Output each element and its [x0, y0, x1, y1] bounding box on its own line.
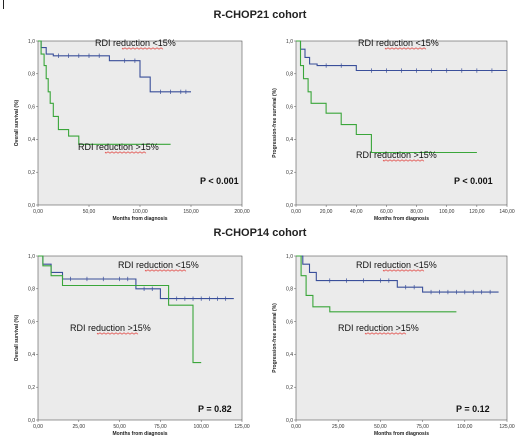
y-axis-label: Overall survival (%)	[14, 99, 20, 146]
y-tick-label: 0,2	[286, 170, 293, 176]
p-value: P = 0.82	[198, 404, 232, 414]
x-tick-label: 40,00	[350, 209, 363, 215]
spellcheck-underline	[364, 332, 407, 335]
x-tick-label: 140,00	[499, 209, 515, 215]
x-tick-label: 0,00	[33, 209, 43, 215]
x-tick-label: 100,00	[194, 424, 210, 430]
y-axis-label: Progression-free survival (%)	[272, 303, 278, 373]
x-tick-label: 100,00	[132, 209, 148, 215]
cohort-title-rchop21: R-CHOP21 cohort	[213, 9, 307, 21]
y-tick-label: 0,4	[286, 137, 293, 143]
x-tick-label: 200,00	[234, 209, 250, 215]
survival-curve-green	[38, 40, 171, 145]
survival-curve-blue	[296, 255, 499, 293]
annotation-rdi-low: RDI reduction <15%	[358, 38, 439, 48]
y-tick-label: 1,0	[28, 39, 35, 45]
y-tick-label: 0,0	[286, 418, 293, 424]
x-tick-label: 125,00	[234, 424, 250, 430]
y-tick-label: 0,4	[28, 352, 35, 358]
y-tick-label: 0,8	[286, 287, 293, 293]
y-tick-label: 0,6	[286, 319, 293, 325]
y-tick-label: 0,6	[28, 104, 35, 110]
y-tick-label: 0,0	[286, 203, 293, 209]
x-tick-label: 20,00	[320, 209, 333, 215]
y-tick-label: 0,2	[28, 385, 35, 391]
survival-curve-blue	[38, 40, 191, 93]
annotation-rdi-low: RDI reduction <15%	[95, 38, 176, 48]
x-tick-label: 0,00	[33, 424, 43, 430]
plot-area	[295, 255, 508, 421]
y-tick-label: 0,4	[28, 137, 35, 143]
chart-panel-pfs-rchop14: 0,0 0,2 0,4 0,6 0,8 1,0 0,00 25,00 50,00 75,00 100…	[272, 254, 515, 437]
annotation-rdi-high: RDI reduction >15%	[356, 150, 437, 160]
y-tick-label: 1,0	[28, 254, 35, 260]
y-tick-label: 0,8	[28, 287, 35, 293]
spellcheck-underline	[384, 47, 427, 50]
annotation-rdi-high: RDI reduction >15%	[338, 323, 419, 333]
x-axis-label: Months from diagnosis	[374, 431, 429, 437]
x-tick-label: 120,00	[469, 209, 485, 215]
chart-panel-os-rchop21: 0,0 0,2 0,4 0,6 0,8 1,0 0,00 50,00 100,00 150,00 2…	[14, 38, 250, 222]
p-value: P < 0.001	[200, 176, 239, 186]
y-tick-label: 0,8	[286, 72, 293, 78]
p-value: P < 0.001	[454, 176, 493, 186]
spellcheck-underline	[382, 159, 425, 162]
x-tick-label: 0,00	[291, 424, 301, 430]
x-axis-label: Months from diagnosis	[113, 216, 168, 222]
x-tick-label: 80,00	[410, 209, 423, 215]
corner-mark	[3, 0, 4, 9]
x-tick-label: 75,00	[416, 424, 429, 430]
x-tick-label: 100,00	[457, 424, 473, 430]
x-tick-label: 75,00	[154, 424, 167, 430]
y-tick-label: 0,0	[28, 418, 35, 424]
survival-curve-green	[296, 40, 477, 154]
x-axis-label: Months from diagnosis	[113, 431, 168, 437]
spellcheck-underline	[96, 332, 139, 335]
x-tick-label: 150,00	[183, 209, 199, 215]
x-tick-label: 125,00	[499, 424, 515, 430]
plot-area	[37, 255, 243, 421]
y-tick-label: 0,0	[28, 203, 35, 209]
x-tick-label: 50,00	[83, 209, 96, 215]
y-tick-label: 0,6	[286, 104, 293, 110]
spellcheck-underline	[382, 269, 425, 272]
x-tick-label: 60,00	[380, 209, 393, 215]
annotation-rdi-low: RDI reduction <15%	[118, 260, 199, 270]
x-tick-label: 50,00	[374, 424, 387, 430]
spellcheck-underline	[104, 151, 147, 154]
x-tick-label: 100,00	[439, 209, 455, 215]
p-value: P = 0.12	[456, 404, 490, 414]
annotation-rdi-high: RDI reduction >15%	[78, 142, 159, 152]
x-tick-label: 50,00	[113, 424, 126, 430]
y-tick-label: 0,8	[28, 72, 35, 78]
survival-curve-green	[296, 255, 457, 313]
chart-panel-os-rchop14: 0,0 0,2 0,4 0,6 0,8 1,0 0,00 25,00 50,00 75,00 100…	[14, 254, 250, 437]
x-tick-label: 0,00	[291, 209, 301, 215]
spellcheck-underline	[144, 269, 187, 272]
x-tick-label: 25,00	[73, 424, 86, 430]
chart-panel-pfs-rchop21: 0,0 0,2 0,4 0,6 0,8 1,0 0,00 20,00 40,00 60,00 80,…	[272, 38, 515, 222]
y-tick-label: 1,0	[286, 39, 293, 45]
annotation-rdi-low: RDI reduction <15%	[356, 260, 437, 270]
cohort-title-rchop14: R-CHOP14 cohort	[213, 227, 307, 239]
survival-curve-green	[38, 255, 202, 364]
y-axis-label: Progression-free survival (%)	[272, 88, 278, 158]
y-tick-label: 0,2	[286, 385, 293, 391]
y-tick-label: 0,6	[28, 319, 35, 325]
y-tick-label: 1,0	[286, 254, 293, 260]
spellcheck-underline	[121, 47, 164, 50]
x-tick-label: 25,00	[332, 424, 345, 430]
y-axis-label: Overall survival (%)	[14, 314, 20, 361]
annotation-rdi-high: RDI reduction >15%	[70, 323, 151, 333]
x-axis-label: Months from diagnosis	[374, 216, 429, 222]
y-tick-label: 0,2	[28, 170, 35, 176]
y-tick-label: 0,4	[286, 352, 293, 358]
